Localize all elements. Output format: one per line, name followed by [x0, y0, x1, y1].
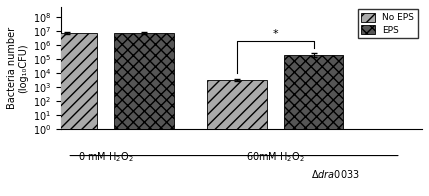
Bar: [208, 80, 267, 129]
Y-axis label: Bacteria number
(log₁₀CFU): Bacteria number (log₁₀CFU): [7, 27, 29, 109]
Text: $\Delta dra0033$: $\Delta dra0033$: [311, 168, 360, 180]
Bar: [114, 33, 173, 129]
Bar: [38, 33, 97, 129]
Text: *: *: [273, 29, 278, 39]
Bar: [284, 54, 344, 129]
Legend: No EPS, EPS: No EPS, EPS: [358, 9, 417, 38]
